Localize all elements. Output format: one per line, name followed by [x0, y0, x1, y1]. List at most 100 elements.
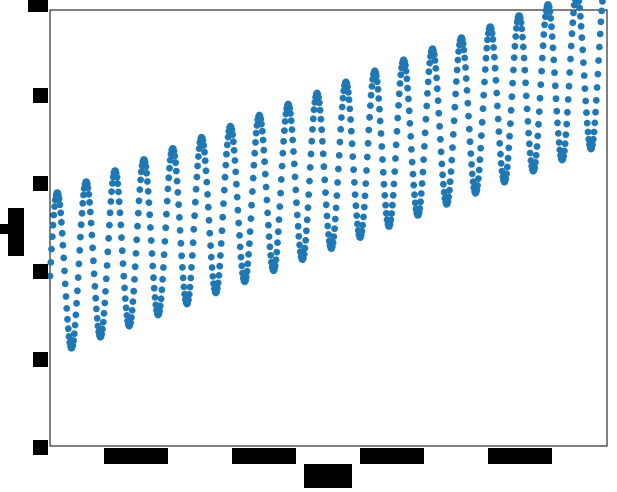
data-point: [338, 114, 345, 121]
data-point: [165, 174, 173, 182]
data-point: [507, 106, 515, 114]
data-point: [546, 8, 554, 16]
data-point: [411, 191, 418, 199]
data-point: [305, 191, 313, 199]
data-point: [72, 311, 80, 319]
data-point: [331, 225, 338, 233]
y-tick-box: [33, 264, 48, 279]
data-point: [449, 144, 456, 152]
data-point: [439, 171, 446, 179]
data-point: [309, 125, 316, 133]
data-point: [258, 120, 265, 128]
data-point: [85, 190, 93, 198]
data-point: [409, 170, 417, 178]
data-point: [265, 233, 273, 241]
data-point: [437, 148, 445, 156]
data-point: [405, 95, 412, 103]
data-point: [200, 142, 208, 149]
data-point: [217, 240, 225, 247]
data-point: [80, 191, 87, 199]
data-point: [287, 117, 295, 125]
data-point: [176, 227, 184, 234]
data-point: [580, 72, 588, 79]
data-point: [493, 89, 501, 97]
data-point: [497, 160, 505, 167]
data-point: [280, 137, 287, 145]
data-point: [290, 148, 297, 155]
data-point: [237, 253, 245, 261]
data-point: [306, 164, 314, 171]
data-point: [562, 131, 570, 139]
data-point: [564, 96, 572, 103]
data-point: [468, 170, 476, 178]
data-point: [292, 186, 300, 194]
y-tick-box: [33, 352, 48, 367]
data-point: [189, 239, 197, 247]
data-point: [205, 216, 213, 224]
data-point: [512, 33, 520, 40]
data-point: [84, 184, 92, 192]
data-point: [591, 119, 599, 127]
data-point: [576, 4, 583, 12]
data-point: [321, 176, 329, 184]
data-point: [303, 216, 311, 224]
data-point: [449, 131, 457, 138]
data-point: [455, 48, 462, 55]
data-point: [105, 234, 112, 242]
data-point: [333, 192, 341, 200]
data-point: [594, 70, 602, 78]
data-point: [542, 13, 549, 21]
data-point: [536, 94, 544, 102]
data-point: [592, 108, 599, 116]
data-point: [293, 199, 300, 207]
data-point: [246, 240, 253, 248]
data-point: [462, 64, 469, 71]
data-point: [345, 96, 353, 104]
data-point: [539, 42, 547, 50]
data-point: [310, 106, 318, 114]
data-point: [274, 239, 281, 247]
data-point: [407, 133, 415, 140]
data-point: [432, 65, 440, 72]
data-point: [561, 147, 568, 155]
data-point: [77, 221, 85, 229]
data-point: [389, 201, 396, 209]
data-point: [104, 248, 112, 256]
data-point: [107, 198, 115, 205]
data-point: [279, 149, 287, 157]
data-point: [467, 150, 475, 158]
data-point: [490, 44, 497, 51]
data-point: [489, 36, 497, 43]
data-point: [365, 126, 373, 134]
data-point: [334, 179, 341, 186]
data-point: [352, 202, 360, 210]
data-point: [410, 181, 418, 189]
data-point: [128, 307, 136, 314]
data-point: [147, 224, 154, 231]
data-point: [87, 219, 95, 227]
data-point: [238, 262, 246, 270]
data-point: [308, 137, 316, 145]
data-point: [395, 102, 402, 109]
data-point: [505, 144, 513, 152]
data-point: [531, 164, 539, 171]
data-point: [99, 318, 107, 326]
data-point: [462, 75, 470, 82]
data-point: [242, 273, 250, 281]
data-point: [510, 66, 517, 74]
data-point: [247, 215, 255, 223]
data-point: [146, 211, 154, 219]
data-point: [497, 150, 504, 158]
data-point: [474, 182, 481, 189]
data-point: [204, 203, 212, 211]
data-point: [533, 143, 541, 150]
data-point: [538, 67, 545, 75]
data-point: [325, 231, 332, 238]
data-point: [351, 191, 359, 199]
data-point: [564, 108, 571, 116]
data-point: [335, 165, 342, 173]
data-point: [338, 103, 346, 111]
data-point: [295, 233, 303, 240]
data-point: [248, 201, 256, 209]
data-point: [322, 189, 329, 197]
